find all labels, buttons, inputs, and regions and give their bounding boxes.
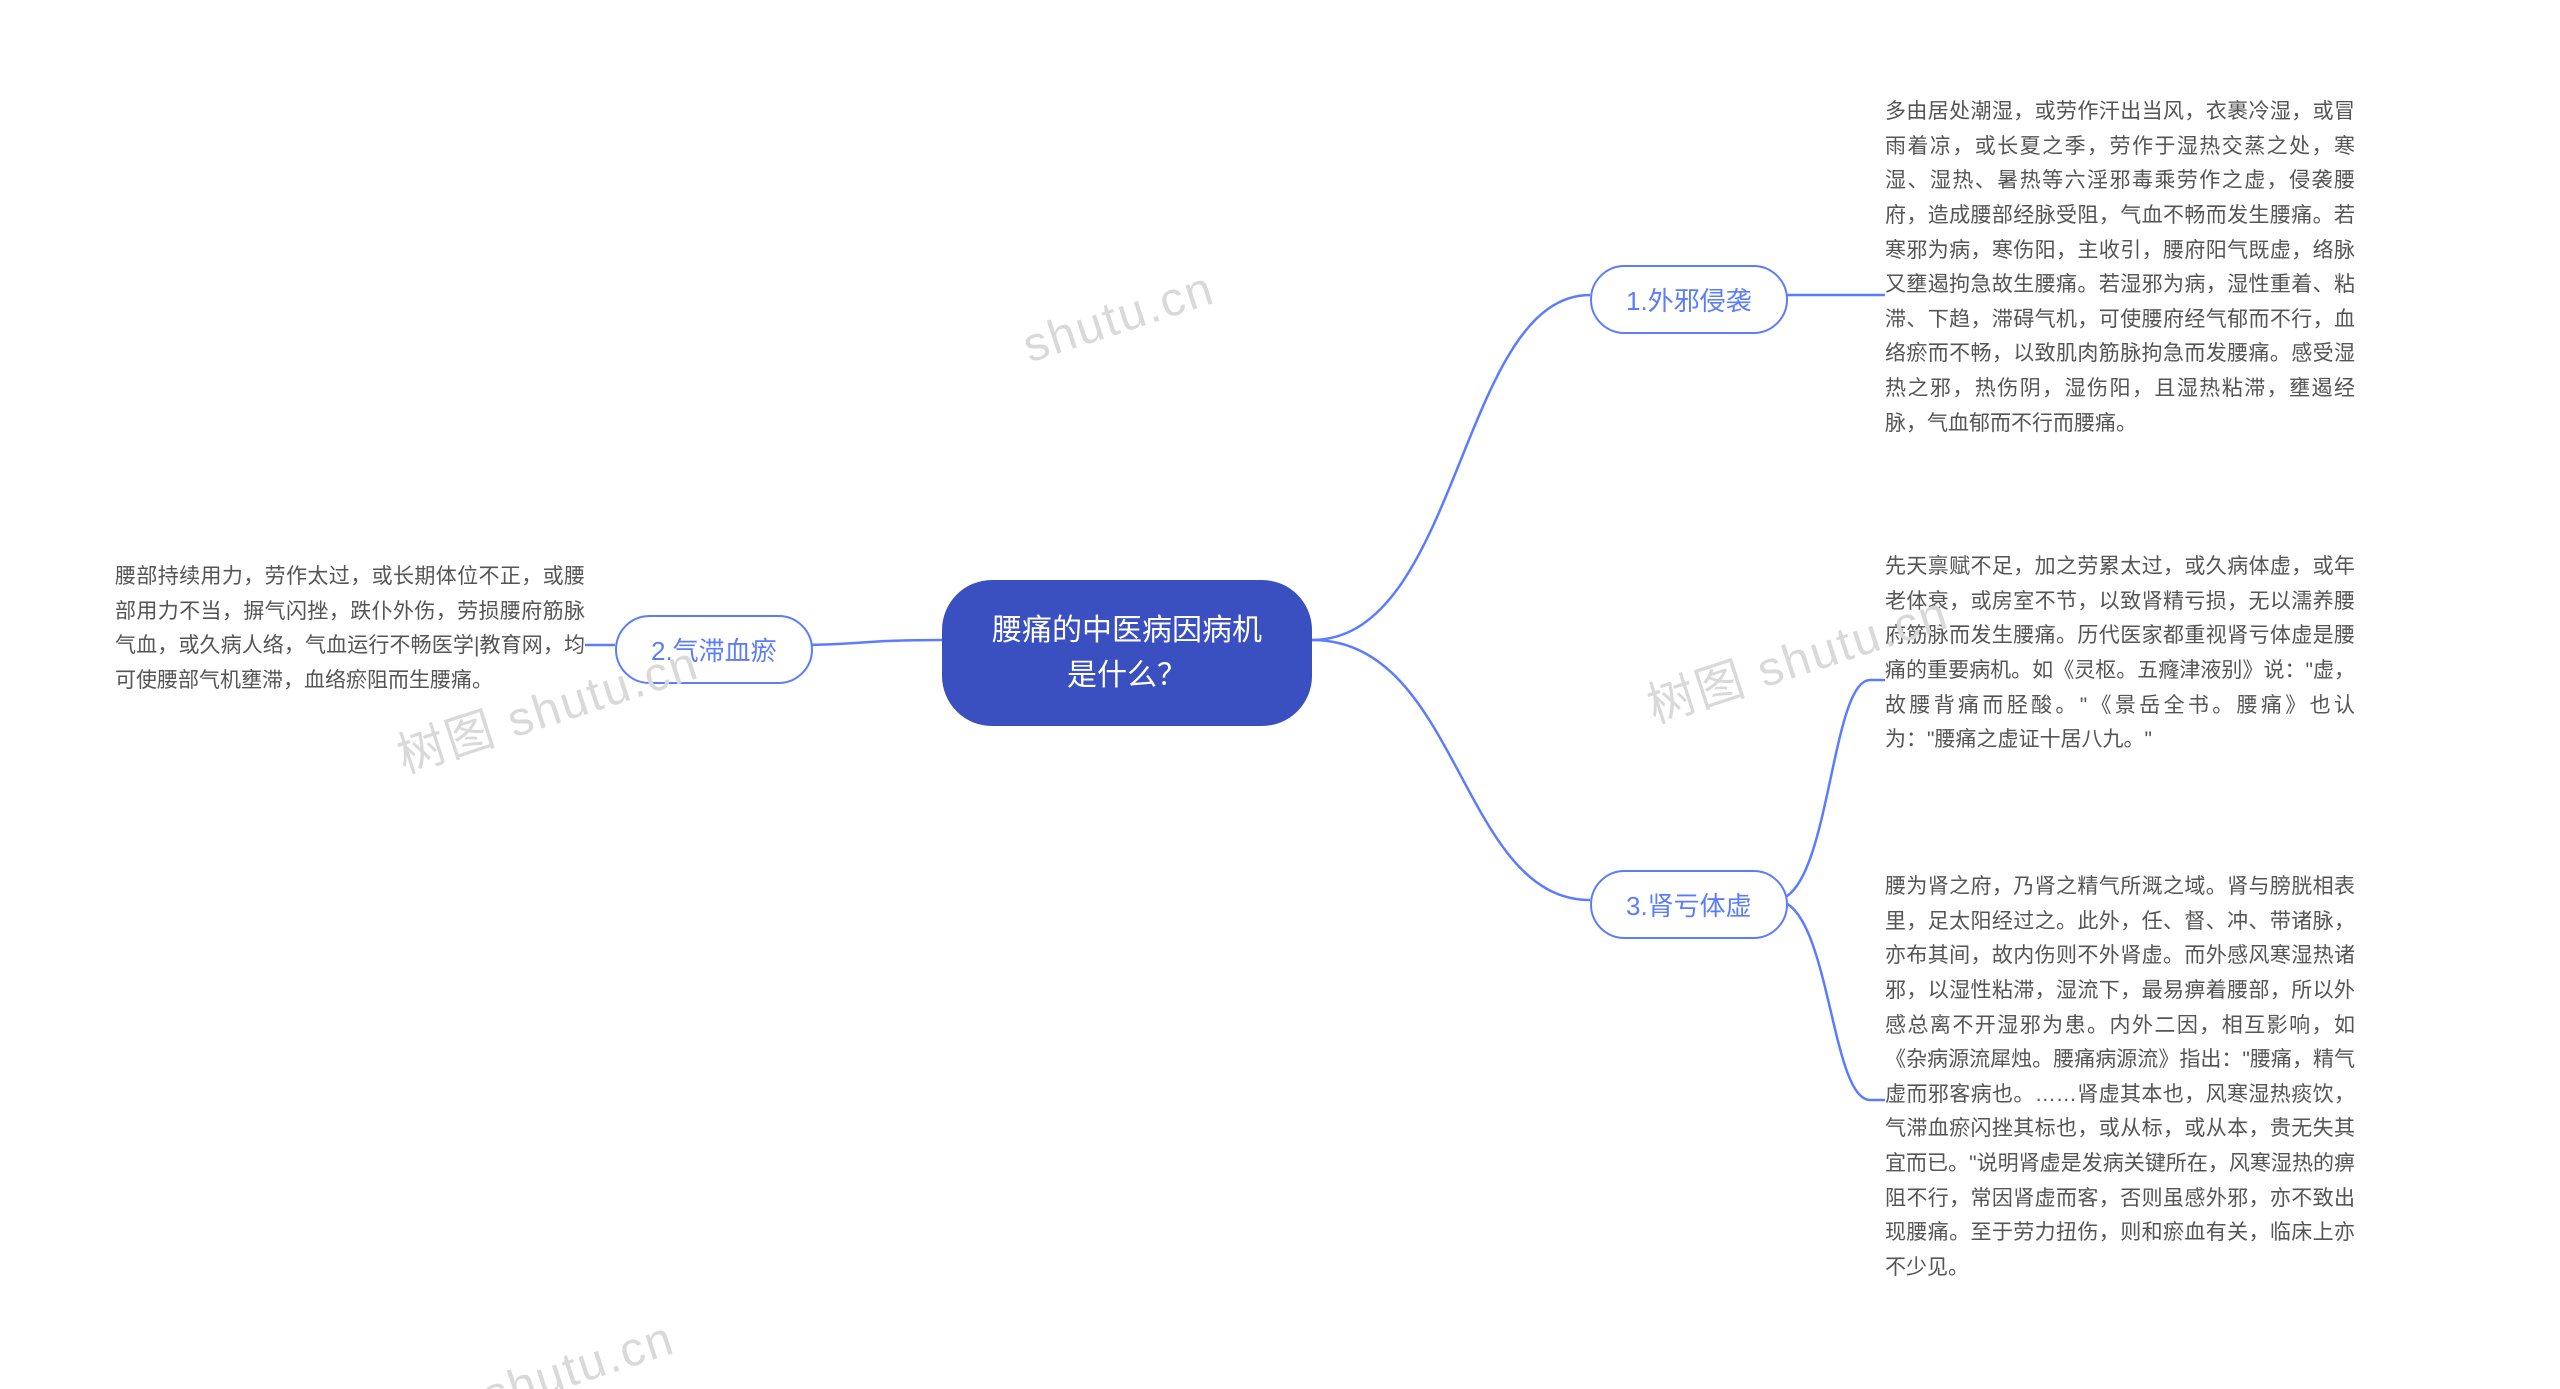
branch-node-2[interactable]: 2.气滞血瘀 [615, 615, 813, 684]
leaf-node-1-1: 多由居处潮湿，或劳作汗出当风，衣裹冷湿，或冒雨着凉，或长夏之季，劳作于湿热交蒸之… [1885, 95, 2355, 441]
leaf-node-3-1: 先天禀赋不足，加之劳累太过，或久病体虚，或年老体衰，或房室不节，以致肾精亏损，无… [1885, 550, 2355, 758]
watermark-4: shutu.cn [476, 1311, 681, 1389]
branch-node-3[interactable]: 3.肾亏体虚 [1590, 870, 1788, 939]
branch-1-label: 1.外邪侵袭 [1626, 286, 1752, 316]
branch-2-label: 2.气滞血瘀 [651, 636, 777, 666]
leaf-2-1-text: 腰部持续用力，劳作太过，或长期体位不正，或腰部用力不当，摒气闪挫，跌仆外伤，劳损… [115, 565, 585, 692]
center-node[interactable]: 腰痛的中医病因病机是什么？ [942, 580, 1312, 726]
center-node-text: 腰痛的中医病因病机是什么？ [992, 614, 1262, 692]
branch-3-label: 3.肾亏体虚 [1626, 891, 1752, 921]
watermark-3: shutu.cn [1016, 261, 1221, 374]
leaf-3-2-text: 腰为肾之府，乃肾之精气所溉之域。肾与膀胱相表里，足太阳经过之。此外，任、督、冲、… [1885, 875, 2355, 1279]
leaf-node-2-1: 腰部持续用力，劳作太过，或长期体位不正，或腰部用力不当，摒气闪挫，跌仆外伤，劳损… [115, 560, 585, 699]
leaf-node-3-2: 腰为肾之府，乃肾之精气所溉之域。肾与膀胱相表里，足太阳经过之。此外，任、督、冲、… [1885, 870, 2355, 1286]
leaf-3-1-text: 先天禀赋不足，加之劳累太过，或久病体虚，或年老体衰，或房室不节，以致肾精亏损，无… [1885, 555, 2355, 751]
branch-node-1[interactable]: 1.外邪侵袭 [1590, 265, 1788, 334]
leaf-1-1-text: 多由居处潮湿，或劳作汗出当风，衣裹冷湿，或冒雨着凉，或长夏之季，劳作于湿热交蒸之… [1885, 100, 2355, 435]
